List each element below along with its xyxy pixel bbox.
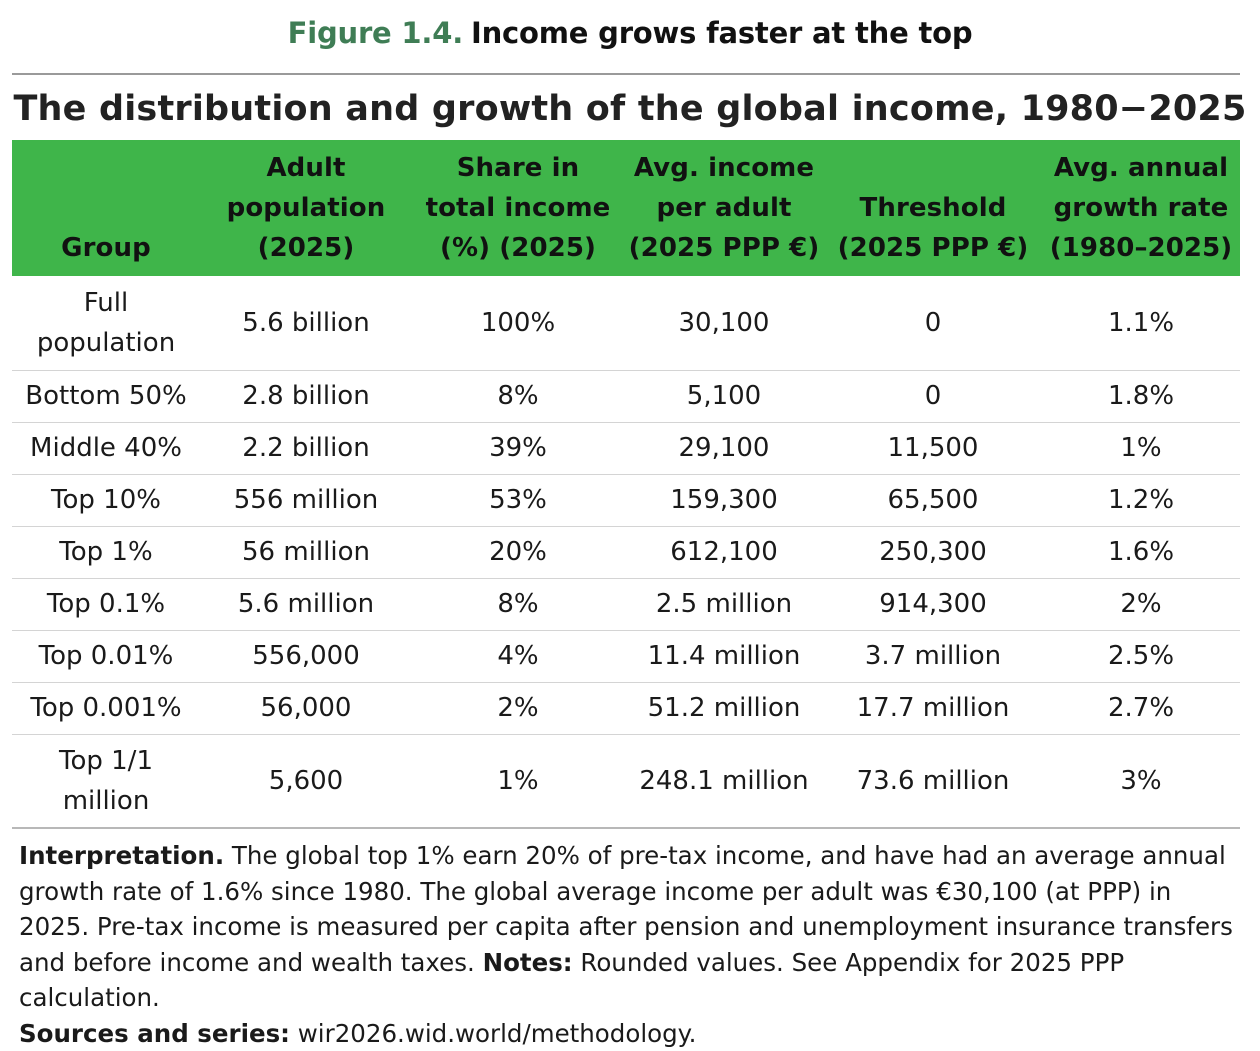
- cell-income-share: 4%: [412, 630, 624, 683]
- cell-threshold: 65,500: [824, 474, 1042, 527]
- cell-adult-population: 5.6 million: [200, 578, 412, 631]
- notes-text: Rounded values. See Appendix for 2025 PP…: [19, 947, 1125, 1013]
- header-threshold: Threshold (2025 PPP €): [837, 193, 1029, 263]
- cell-income-share: 1%: [412, 734, 624, 829]
- cell-growth-rate: 2.5%: [1042, 630, 1240, 683]
- cell-avg-income: 248.1 million: [624, 734, 824, 829]
- notes-label: Notes:: [482, 947, 573, 977]
- table-row: Top 0.01% 556,000 4% 11.4 million 3.7 mi…: [12, 630, 1240, 683]
- cell-growth-rate: 1.8%: [1042, 370, 1240, 423]
- cell-group: Top 1%: [12, 526, 200, 579]
- cell-adult-population: 56 million: [200, 526, 412, 579]
- cell-avg-income: 29,100: [624, 422, 824, 475]
- cell-growth-rate: 1.2%: [1042, 474, 1240, 527]
- table-row: Top 1/1 million 5,600 1% 248.1 million 7…: [12, 734, 1240, 829]
- cell-adult-population: 5.6 billion: [200, 276, 412, 371]
- table-row: Top 0.1% 5.6 million 8% 2.5 million 914,…: [12, 578, 1240, 631]
- cell-income-share: 39%: [412, 422, 624, 475]
- cell-threshold: 0: [824, 370, 1042, 423]
- cell-adult-population: 56,000: [200, 682, 412, 735]
- cell-adult-population: 2.2 billion: [200, 422, 412, 475]
- cell-income-share: 100%: [412, 276, 624, 371]
- cell-growth-rate: 3%: [1042, 734, 1240, 829]
- cell-avg-income: 5,100: [624, 370, 824, 423]
- table-row: Middle 40% 2.2 billion 39% 29,100 11,500…: [12, 422, 1240, 475]
- cell-income-share: 8%: [412, 370, 624, 423]
- cell-threshold: 17.7 million: [824, 682, 1042, 735]
- income-distribution-table: Group Adult population (2025) Share in t…: [12, 140, 1240, 829]
- cell-income-share: 53%: [412, 474, 624, 527]
- sources-label: Sources and series:: [19, 1018, 290, 1048]
- table-row: Top 10% 556 million 53% 159,300 65,500 1…: [12, 474, 1240, 527]
- cell-adult-population: 556 million: [200, 474, 412, 527]
- cell-group: Top 0.001%: [12, 682, 200, 735]
- cell-threshold: 250,300: [824, 526, 1042, 579]
- interpretation-text: The global top 1% earn 20% of pre-tax in…: [19, 841, 1233, 977]
- cell-adult-population: 2.8 billion: [200, 370, 412, 423]
- cell-adult-population: 5,600: [200, 734, 412, 829]
- cell-group: Top 10%: [12, 474, 200, 527]
- cell-growth-rate: 2%: [1042, 578, 1240, 631]
- table-row: Bottom 50% 2.8 billion 8% 5,100 0 1.8%: [12, 370, 1240, 423]
- cell-threshold: 73.6 million: [824, 734, 1042, 829]
- cell-avg-income: 612,100: [624, 526, 824, 579]
- cell-adult-population: 556,000: [200, 630, 412, 683]
- figure-title: Figure 1.4. Income grows faster at the to…: [0, 14, 1260, 52]
- table-row: Top 0.001% 56,000 2% 51.2 million 17.7 m…: [12, 682, 1240, 735]
- cell-growth-rate: 1%: [1042, 422, 1240, 475]
- cell-income-share: 20%: [412, 526, 624, 579]
- cell-avg-income: 159,300: [624, 474, 824, 527]
- cell-growth-rate: 1.1%: [1042, 276, 1240, 371]
- cell-threshold: 3.7 million: [824, 630, 1042, 683]
- cell-avg-income: 51.2 million: [624, 682, 824, 735]
- cell-avg-income: 30,100: [624, 276, 824, 371]
- header-avg-income: Avg. income per adult (2025 PPP €): [628, 153, 820, 263]
- cell-avg-income: 2.5 million: [624, 578, 824, 631]
- cell-threshold: 914,300: [824, 578, 1042, 631]
- header-income-share: Share in total income (%) (2025): [425, 153, 611, 263]
- cell-group: Full population: [12, 276, 200, 371]
- table-row: Full population 5.6 billion 100% 30,100 …: [12, 276, 1240, 371]
- cell-group: Top 0.1%: [12, 578, 200, 631]
- cell-growth-rate: 1.6%: [1042, 526, 1240, 579]
- cell-group: Bottom 50%: [12, 370, 200, 423]
- cell-income-share: 2%: [412, 682, 624, 735]
- table-notes: Interpretation. The global top 1% earn 2…: [19, 838, 1249, 1051]
- figure-heading: Income grows faster at the top: [471, 16, 973, 50]
- cell-threshold: 11,500: [824, 422, 1042, 475]
- cell-avg-income: 11.4 million: [624, 630, 824, 683]
- table-header-row: Group Adult population (2025) Share in t…: [12, 140, 1240, 276]
- cell-group: Top 1/1 million: [12, 734, 200, 829]
- table-title: The distribution and growth of the globa…: [13, 89, 1247, 129]
- cell-income-share: 8%: [412, 578, 624, 631]
- header-growth-rate: Avg. annual growth rate (1980–2025): [1049, 153, 1233, 263]
- interpretation-label: Interpretation.: [19, 841, 225, 870]
- header-adult-population: Adult population (2025): [226, 153, 386, 263]
- header-group: Group: [61, 233, 151, 263]
- cell-group: Middle 40%: [12, 422, 200, 475]
- figure-number: Figure 1.4.: [287, 16, 464, 50]
- sources-text: wir2026.wid.world/methodology.: [289, 1018, 697, 1048]
- cell-group: Top 0.01%: [12, 630, 200, 683]
- cell-threshold: 0: [824, 276, 1042, 371]
- cell-growth-rate: 2.7%: [1042, 682, 1240, 735]
- table-row: Top 1% 56 million 20% 612,100 250,300 1.…: [12, 526, 1240, 579]
- top-divider: [12, 73, 1240, 75]
